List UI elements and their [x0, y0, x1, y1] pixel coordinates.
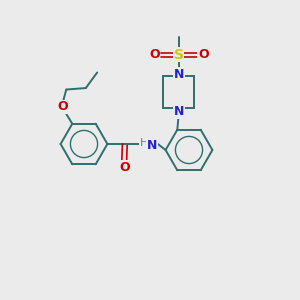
Text: O: O	[119, 161, 130, 174]
Text: N: N	[174, 105, 184, 118]
Text: O: O	[149, 48, 160, 61]
Text: N: N	[174, 68, 184, 81]
Text: O: O	[57, 100, 68, 113]
Text: H: H	[140, 137, 148, 148]
Text: S: S	[174, 48, 184, 62]
Text: O: O	[198, 48, 209, 61]
Text: N: N	[147, 139, 157, 152]
